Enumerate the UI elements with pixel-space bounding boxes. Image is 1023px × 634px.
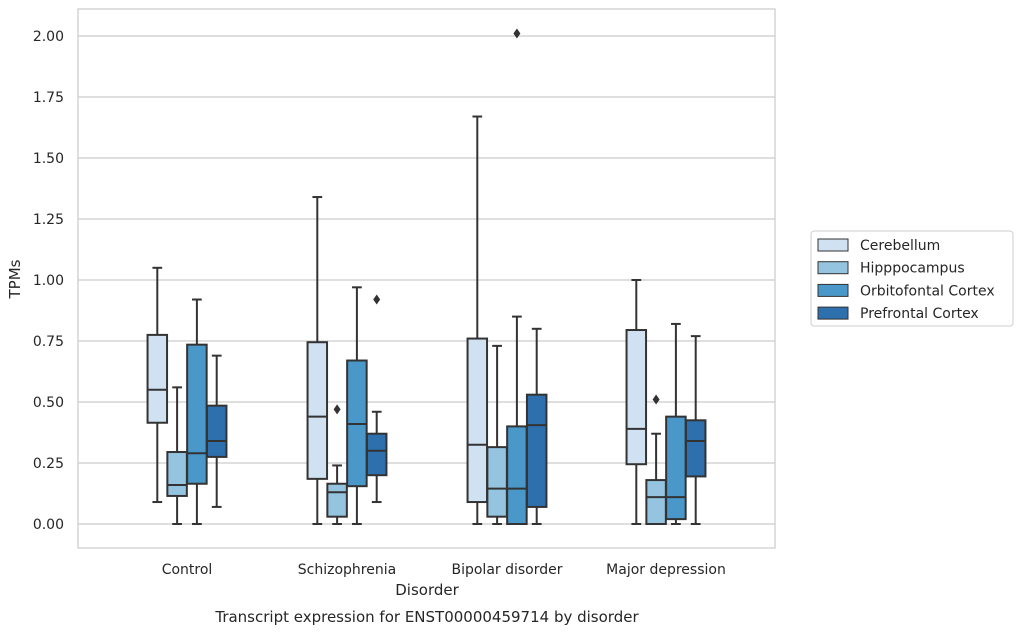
- box: [186, 298, 208, 525]
- box: [486, 344, 508, 525]
- y-tick-label: 1.75: [33, 90, 64, 106]
- x-axis-title: Disorder: [395, 581, 459, 599]
- legend-label: Hipppocampus: [860, 261, 965, 277]
- y-tick-labels: 0.00 0.25 0.50 0.75 1.00 1.25 1.50 1.75 2.00: [33, 29, 64, 533]
- box: [665, 322, 687, 525]
- box-body: [166, 451, 188, 497]
- outlier-point: [513, 28, 521, 39]
- box: [205, 354, 228, 508]
- legend: Cerebellum Hipppocampus Orbitofontal Corte…: [810, 230, 1014, 327]
- legend-swatch: [817, 283, 849, 297]
- box: [306, 196, 329, 525]
- y-tick-label: 0.50: [33, 395, 64, 411]
- box: [684, 335, 707, 525]
- box-body: [645, 479, 667, 525]
- legend-swatch: [817, 306, 849, 320]
- box-body: [326, 482, 348, 518]
- legend-item: Orbitofontal Cortex: [817, 283, 995, 299]
- x-tick-labels: Control Schizophrenia Bipolar disorder Majo…: [162, 562, 726, 578]
- box-body: [186, 343, 208, 485]
- box: [466, 115, 489, 525]
- x-tick-label: Schizophrenia: [298, 562, 396, 578]
- outlier-point: [373, 294, 381, 305]
- box-body: [486, 446, 508, 518]
- box-group: [146, 266, 228, 525]
- box: [506, 28, 528, 525]
- legend-swatch: [817, 261, 849, 275]
- box: [365, 294, 388, 504]
- box-body: [365, 432, 388, 477]
- box: [146, 266, 169, 504]
- box-group: [306, 196, 388, 525]
- x-tick-label: Bipolar disorder: [451, 562, 562, 578]
- box-body: [205, 404, 228, 458]
- x-tick-label: Control: [162, 562, 213, 578]
- box-body: [466, 337, 489, 504]
- box: [525, 327, 548, 525]
- box-body: [625, 329, 648, 466]
- box: [326, 404, 348, 525]
- legend-swatch: [817, 238, 849, 252]
- outlier-point: [652, 394, 660, 405]
- y-tick-label: 0.75: [33, 334, 64, 350]
- chart-title: Transcript expression for ENST0000045971…: [214, 608, 639, 626]
- box-group: [466, 28, 548, 525]
- box-group: [625, 279, 707, 525]
- plot-frame: [77, 8, 776, 549]
- legend-item: Hipppocampus: [817, 261, 965, 277]
- y-axis-title: TPMs: [6, 259, 24, 299]
- y-tick-label: 1.00: [33, 273, 64, 289]
- box: [166, 386, 188, 525]
- box-body: [506, 425, 528, 525]
- legend-frame: [810, 230, 1014, 327]
- box-body: [684, 419, 707, 478]
- legend-item: Prefrontal Cortex: [817, 306, 979, 322]
- y-tick-label: 0.25: [33, 456, 64, 472]
- box-body: [525, 393, 548, 508]
- legend-label: Orbitofontal Cortex: [860, 283, 995, 299]
- box-body: [146, 333, 169, 424]
- box: [625, 279, 648, 525]
- box-body: [306, 341, 329, 480]
- y-tick-label: 2.00: [33, 29, 64, 45]
- legend-item: Cerebellum: [817, 238, 940, 254]
- outlier-point: [333, 404, 341, 415]
- box-body: [665, 415, 687, 521]
- legend-label: Prefrontal Cortex: [860, 306, 979, 322]
- y-tick-label: 0.00: [33, 517, 64, 533]
- box-groups: [146, 28, 707, 525]
- x-tick-label: Major depression: [606, 562, 726, 578]
- y-tick-label: 1.25: [33, 212, 64, 228]
- box: [346, 286, 368, 525]
- legend-label: Cerebellum: [860, 238, 940, 254]
- box: [645, 394, 667, 525]
- y-tick-label: 1.50: [33, 151, 64, 167]
